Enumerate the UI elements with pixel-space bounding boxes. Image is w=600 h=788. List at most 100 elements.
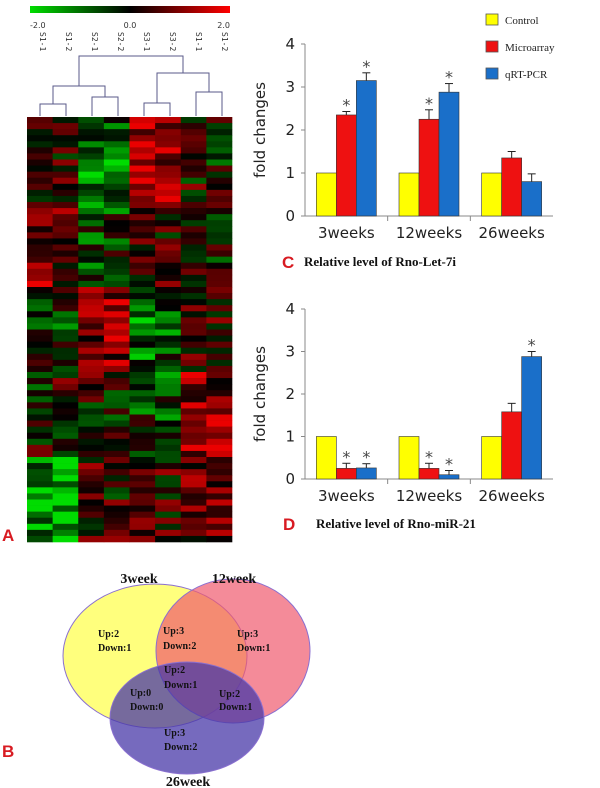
heatmap-cell bbox=[180, 311, 207, 318]
heatmap-cell bbox=[78, 493, 105, 500]
panel-label-d: D bbox=[283, 515, 295, 534]
heatmap-cell bbox=[206, 268, 233, 276]
heatmap-cell bbox=[155, 153, 182, 160]
heatmap-cell bbox=[78, 177, 105, 185]
heatmap-cell bbox=[206, 214, 233, 221]
heatmap-cell bbox=[27, 293, 53, 300]
heatmap-cell bbox=[155, 299, 182, 306]
heatmap-cell bbox=[129, 420, 156, 427]
heatmap-cell bbox=[103, 311, 130, 318]
heatmap-cell bbox=[103, 390, 130, 397]
heatmap-cell bbox=[52, 432, 79, 440]
heatmap-cell bbox=[52, 244, 79, 251]
heatmap-cell bbox=[27, 511, 53, 519]
heatmap-cell bbox=[129, 511, 156, 519]
venn-only-26week-down: Down:2 bbox=[164, 742, 197, 753]
heatmap-cell bbox=[78, 195, 105, 203]
heatmap-cell bbox=[155, 414, 182, 421]
heatmap-cell bbox=[52, 335, 79, 342]
y-tick-label: 3 bbox=[285, 343, 295, 361]
heatmap-cell bbox=[129, 390, 156, 397]
sample-label: S1-2 bbox=[64, 32, 73, 51]
chart-c-title: Relative level of Rno-Let-7i bbox=[304, 254, 456, 269]
heatmap-cell bbox=[155, 535, 182, 543]
heatmap-cell bbox=[78, 214, 105, 221]
heatmap-cell bbox=[155, 529, 182, 537]
heatmap-cell bbox=[52, 535, 79, 543]
venn-3week-26week-down: Down:0 bbox=[130, 702, 163, 713]
heatmap-cell bbox=[206, 117, 233, 124]
heatmap-cell bbox=[180, 147, 207, 154]
heatmap-cell bbox=[27, 529, 53, 537]
heatmap-cell bbox=[129, 311, 156, 318]
heatmap-cell bbox=[206, 481, 233, 488]
heatmap-cell bbox=[27, 432, 53, 440]
heatmap-cell bbox=[206, 444, 233, 452]
significance-marker: * bbox=[425, 94, 433, 113]
heatmap-cell bbox=[129, 463, 156, 470]
heatmap-cell bbox=[27, 469, 53, 476]
heatmap-cell bbox=[78, 481, 105, 488]
heatmap-cell bbox=[206, 208, 233, 215]
heatmap-cell bbox=[206, 183, 233, 191]
heatmap-cell bbox=[129, 517, 156, 525]
heatmap-cell bbox=[180, 384, 207, 391]
heatmap-cell bbox=[103, 414, 130, 421]
heatmap-cell bbox=[155, 396, 182, 403]
heatmap-cell bbox=[52, 226, 79, 233]
heatmap-cell bbox=[27, 287, 53, 294]
sample-label: S2-1 bbox=[90, 32, 99, 51]
heatmap-cell bbox=[206, 141, 233, 148]
bar-microarray bbox=[336, 468, 357, 480]
heatmap-cell bbox=[155, 493, 182, 500]
heatmap-cell bbox=[155, 311, 182, 318]
heatmap-cell bbox=[206, 323, 233, 330]
heatmap-cell bbox=[129, 159, 156, 166]
heatmap-cell bbox=[52, 420, 79, 427]
venn-3week-12week-down: Down:2 bbox=[163, 641, 196, 652]
heatmap-cell bbox=[78, 402, 105, 409]
legend-swatch bbox=[485, 40, 499, 53]
heatmap-cell bbox=[155, 129, 182, 136]
heatmap-cell bbox=[180, 129, 207, 136]
heatmap-cell bbox=[52, 353, 79, 361]
heatmap-cell bbox=[155, 250, 182, 257]
heatmap-cell bbox=[180, 396, 207, 403]
y-tick-label: 1 bbox=[285, 164, 295, 182]
heatmap-cell bbox=[129, 165, 156, 172]
heatmap-cell bbox=[78, 305, 105, 312]
heatmap-cell bbox=[52, 171, 79, 179]
heatmap-cell bbox=[155, 202, 182, 209]
heatmap-cell bbox=[155, 177, 182, 185]
heatmap-cell bbox=[103, 463, 130, 470]
heatmap-cell bbox=[206, 195, 233, 203]
heatmap-cell bbox=[103, 529, 130, 537]
venn-label-3week: 3week bbox=[120, 572, 158, 587]
heatmap-cell bbox=[103, 159, 130, 166]
x-tick-label: 3weeks bbox=[318, 487, 375, 505]
chart-d-title: Relative level of Rno-miR-21 bbox=[316, 516, 476, 531]
heatmap-cell bbox=[180, 323, 207, 330]
heatmap-cell bbox=[180, 341, 207, 349]
heatmap-cell bbox=[206, 475, 233, 482]
heatmap-cell bbox=[180, 511, 207, 519]
heatmap-cell bbox=[155, 390, 182, 397]
heatmap-cell bbox=[155, 293, 182, 300]
heatmap-cell bbox=[180, 426, 207, 434]
dendrogram-branch bbox=[52, 85, 106, 104]
heatmap-cell bbox=[129, 317, 156, 324]
heatmap-cell bbox=[27, 244, 53, 251]
panel-d-chart: 0 1 2 3 4 fold changes 3weeks 12weeks 26weeks * * *… bbox=[251, 300, 553, 505]
panel-label-b: B bbox=[2, 742, 14, 761]
bar-qrtpcr bbox=[438, 474, 460, 480]
heatmap-cell bbox=[180, 165, 207, 172]
bar-control bbox=[481, 172, 502, 217]
heatmap-cell bbox=[129, 244, 156, 251]
heatmap-cell bbox=[206, 372, 233, 379]
heatmap-cell bbox=[129, 353, 156, 361]
heatmap-cell bbox=[103, 329, 130, 336]
heatmap-cell bbox=[78, 414, 105, 421]
venn-label-26week: 26week bbox=[166, 775, 211, 788]
heatmap-cell bbox=[52, 287, 79, 294]
